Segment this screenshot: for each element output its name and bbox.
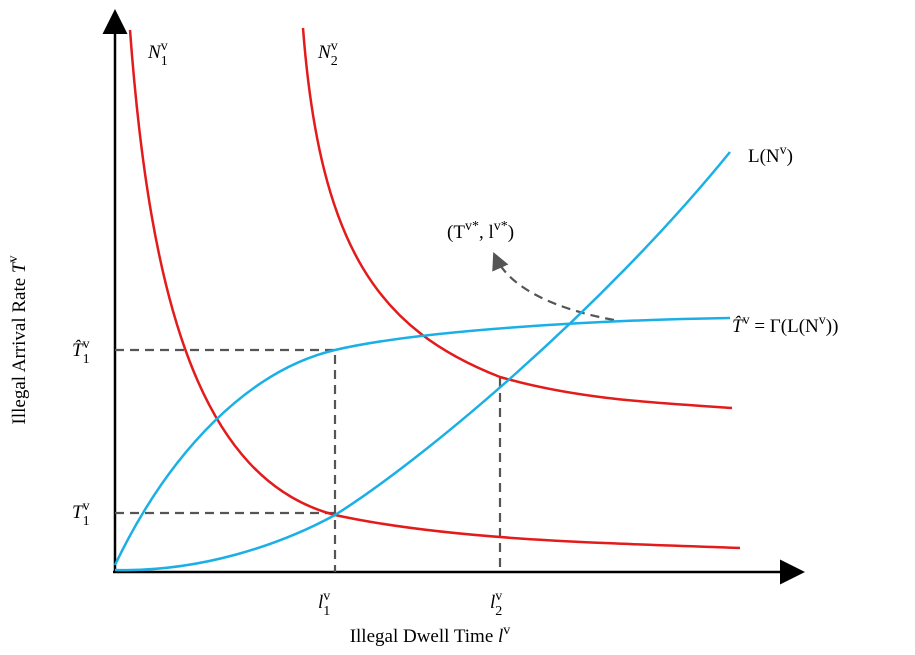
pointer-arrow [492, 251, 615, 322]
supscript: v [503, 623, 510, 638]
supscript: v [819, 313, 826, 328]
label-text: T̂ [72, 340, 84, 361]
label-text: ) [508, 222, 514, 243]
label-text: N [147, 42, 162, 63]
supscript: v [780, 143, 787, 158]
guide-line [115, 348, 337, 572]
supscript: v* [494, 219, 508, 234]
curve-label: L(Nv) [748, 143, 793, 167]
subscript: 1 [161, 54, 168, 69]
supscript: v [83, 499, 90, 514]
label-text: N [317, 42, 332, 63]
curve-t-hat [113, 316, 731, 566]
label-text: T [9, 261, 30, 273]
subscript: 1 [83, 352, 90, 367]
curve-l [114, 151, 731, 572]
curve-label: T̂v = Γ(L(Nv)) [732, 313, 838, 337]
label-text: l [318, 592, 323, 613]
supscript: v [323, 589, 330, 604]
label-text: l [498, 626, 503, 647]
label-text: )) [826, 316, 839, 337]
curve-label: Nv 2 [317, 39, 338, 69]
curve-n1 [128, 29, 741, 550]
x-axis-title: Illegal Dwell Time lv [350, 623, 511, 647]
supscript: v* [465, 219, 479, 234]
x-mark-label: lv 2 [490, 589, 502, 619]
curve-label: Nv 1 [147, 39, 168, 69]
curve-n2 [301, 27, 733, 410]
label-text: Illegal Arrival Rate [9, 273, 30, 424]
supscript: v [6, 256, 21, 263]
label-text: T̂ [732, 316, 744, 337]
subscript: 1 [83, 514, 90, 529]
y-axis-title: Illegal Arrival Rate Tv [6, 256, 30, 425]
supscript: v [331, 39, 338, 54]
supscript: v [83, 337, 90, 352]
label-text: ) [787, 146, 793, 167]
label-text: Illegal Dwell Time [350, 626, 498, 647]
point-label: (Tv*, lv*) [447, 219, 514, 243]
label-text: (T [447, 222, 465, 243]
x-mark-label: lv 1 [318, 589, 330, 619]
supscript: v [161, 39, 168, 54]
y-mark-label: Tv 1 [72, 499, 90, 529]
label-text: L(N [748, 146, 780, 167]
subscript: 2 [495, 604, 502, 619]
y-mark-label: T̂v 1 [72, 337, 90, 367]
label-text: = Γ(L(N [750, 316, 819, 337]
label-text: l [490, 592, 495, 613]
label-text: T [72, 502, 84, 523]
label-text: , l [479, 222, 494, 243]
subscript: 2 [331, 54, 338, 69]
supscript: v [743, 313, 750, 328]
supscript: v [495, 589, 502, 604]
subscript: 1 [323, 604, 330, 619]
